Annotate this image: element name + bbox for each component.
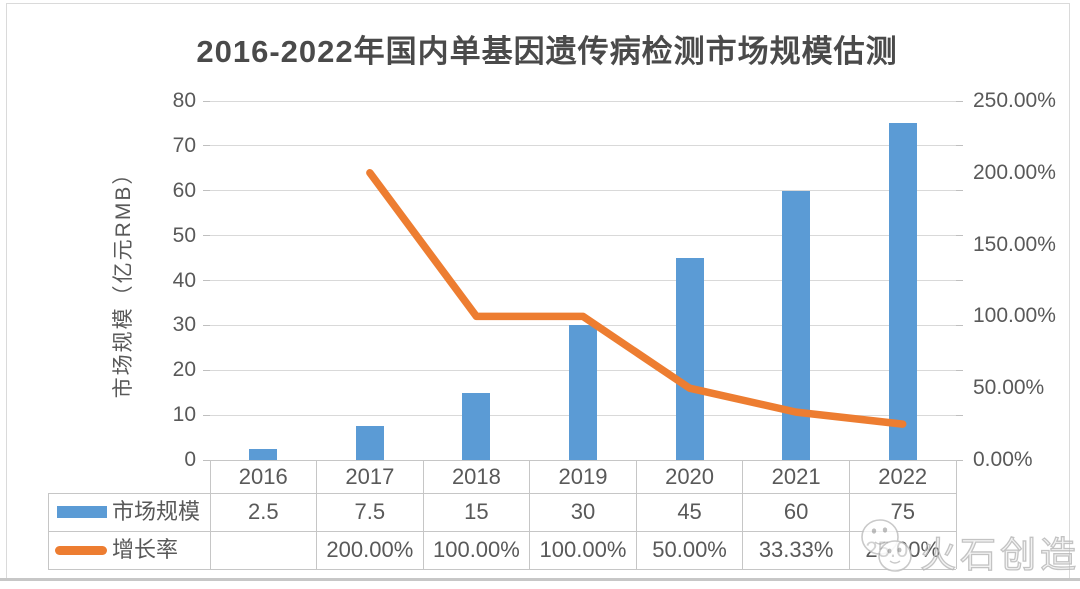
gridline xyxy=(210,145,956,147)
table-column-divider xyxy=(742,460,744,569)
left-axis-tick-label: 70 xyxy=(172,133,196,157)
table-column-divider xyxy=(209,460,211,569)
right-axis-tick-label: 150.00% xyxy=(973,232,1056,256)
right-axis-tick xyxy=(956,459,963,461)
table-cell: 7.5 xyxy=(354,499,386,524)
left-axis-tick-label: 30 xyxy=(172,313,196,337)
bar-2018 xyxy=(462,392,491,460)
x-axis-line xyxy=(210,459,956,461)
left-axis-tick-label: 60 xyxy=(172,178,196,202)
table-column-divider xyxy=(635,460,637,569)
table-cell: 15 xyxy=(464,499,489,524)
left-axis-tick xyxy=(203,280,210,281)
right-axis-tick xyxy=(956,190,963,192)
table-cell: 30 xyxy=(570,499,596,524)
right-axis-tick-label: 0.00% xyxy=(973,448,1033,471)
table-column-divider xyxy=(848,460,850,569)
right-axis-tick-label: 250.00% xyxy=(973,89,1056,112)
table-left-border xyxy=(47,493,49,569)
left-axis-tick xyxy=(203,190,210,192)
gridline xyxy=(210,235,956,237)
table-year-label: 2017 xyxy=(345,463,395,489)
right-axis-tick xyxy=(956,235,963,237)
table-year-label: 2022 xyxy=(878,463,928,489)
left-axis-tick-label: 80 xyxy=(172,89,196,112)
left-axis-tick xyxy=(203,100,210,102)
left-axis-tick xyxy=(203,369,210,371)
left-axis-tick-label: 10 xyxy=(172,403,196,427)
chart-title: 2016-2022年国内单基因遗传病检测市场规模估测 xyxy=(196,34,898,69)
gridline xyxy=(210,100,956,102)
right-axis-tick xyxy=(956,369,963,371)
left-axis-tick-label: 20 xyxy=(172,358,196,382)
legend-label-增长率: 增长率 xyxy=(112,537,179,562)
right-axis-tick xyxy=(956,100,963,102)
table-bottom-border xyxy=(48,568,956,570)
bar-2020 xyxy=(675,258,704,460)
gridline xyxy=(210,280,956,281)
table-column-divider xyxy=(955,460,957,569)
right-axis-tick xyxy=(956,145,963,147)
legend-label-市场规模: 市场规模 xyxy=(112,499,201,524)
table-column-divider xyxy=(422,460,424,569)
right-axis-tick-label: 50.00% xyxy=(973,376,1045,400)
table-cell: 100.00% xyxy=(539,537,627,562)
right-axis-tick xyxy=(956,414,963,416)
table-cell: 2.5 xyxy=(247,499,279,524)
left-axis-tick xyxy=(203,414,210,416)
left-axis-tick-label: 0 xyxy=(184,448,196,471)
table-column-divider xyxy=(529,460,531,569)
gridline xyxy=(210,190,956,192)
left-axis-tick-label: 40 xyxy=(172,268,196,292)
table-row-divider xyxy=(48,530,956,532)
left-axis-tick xyxy=(203,459,210,461)
bar-2016 xyxy=(249,448,278,460)
bar-2017 xyxy=(355,426,384,460)
watermark: 火石创造 xyxy=(858,516,1077,578)
right-axis-tick-label: 100.00% xyxy=(973,304,1056,328)
watermark-brand-text: 火石创造 xyxy=(919,533,1080,575)
table-cell: 100.00% xyxy=(432,537,520,562)
table-row-divider xyxy=(48,492,956,494)
table-year-label: 2020 xyxy=(665,463,715,489)
table-year-label: 2019 xyxy=(558,463,608,489)
right-axis-tick-label: 200.00% xyxy=(973,160,1056,184)
left-axis-tick-label: 50 xyxy=(172,223,196,247)
table-cell: 33.33% xyxy=(758,537,834,562)
left-axis-tick xyxy=(203,145,210,147)
table-cell: 50.00% xyxy=(652,537,727,562)
table-cell: 75 xyxy=(890,499,915,524)
left-axis-tick xyxy=(203,235,210,237)
table-cell: 200.00% xyxy=(326,537,414,562)
bottom-divider-rule xyxy=(0,578,1080,581)
right-axis-tick xyxy=(956,280,963,281)
bar-2022 xyxy=(888,123,917,460)
growth-rate-line xyxy=(366,169,907,428)
right-axis-tick xyxy=(956,324,963,326)
table-cell: 60 xyxy=(783,499,809,524)
table-year-label: 2021 xyxy=(771,463,821,489)
legend-swatch-市场规模 xyxy=(57,506,107,518)
table-column-divider xyxy=(316,460,318,569)
table-year-label: 2016 xyxy=(238,463,288,489)
bar-2019 xyxy=(569,325,597,460)
legend-swatch-增长率 xyxy=(55,545,107,555)
table-year-label: 2018 xyxy=(451,463,501,489)
huoshi-stones-logo-icon xyxy=(861,519,912,572)
left-axis-tick xyxy=(203,324,210,326)
table-cell: 45 xyxy=(677,499,702,524)
